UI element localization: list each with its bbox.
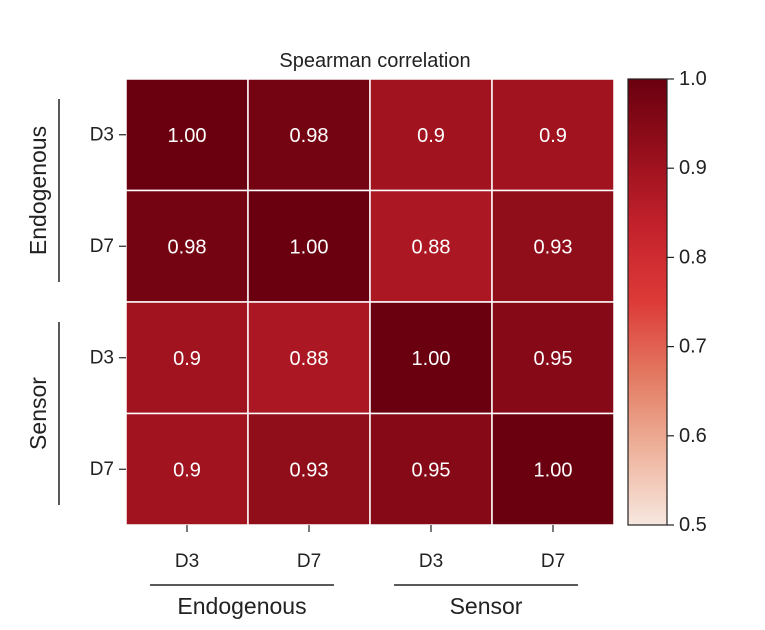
row-tick-label: D7 bbox=[90, 459, 114, 480]
cell-value-label: 0.93 bbox=[290, 459, 329, 481]
row-tick-label: D3 bbox=[90, 124, 114, 145]
cell-value-label: 0.9 bbox=[539, 125, 567, 147]
cell-value-label: 0.93 bbox=[534, 236, 573, 258]
row-tick-label: D3 bbox=[90, 347, 114, 368]
cell-value-label: 0.98 bbox=[168, 236, 207, 258]
colorbar-tick-label: 0.7 bbox=[679, 336, 707, 358]
colorbar: 1.0 0.9 0.8 0.7 0.6 0.5 bbox=[627, 68, 707, 536]
row-group-label: Sensor bbox=[25, 377, 51, 450]
row-group-label: Endogenous bbox=[25, 126, 51, 255]
cell-value-label: 1.00 bbox=[290, 236, 329, 258]
row-tick-label: D7 bbox=[90, 236, 114, 257]
colorbar-tick-label: 0.5 bbox=[679, 514, 707, 536]
cell-value-label: 0.98 bbox=[290, 125, 329, 147]
column-tick-label: D7 bbox=[541, 551, 565, 572]
heatmap-cells: 1.00 0.98 0.9 0.9 0.98 1.00 0.88 0.93 0.9 0.88 1.0… bbox=[125, 78, 615, 526]
colorbar-tick-label: 0.8 bbox=[679, 246, 707, 268]
cell-value-label: 1.00 bbox=[534, 459, 573, 481]
heatmap-cell bbox=[491, 189, 615, 303]
cell-value-label: 0.95 bbox=[534, 348, 573, 370]
heatmap-cell bbox=[125, 189, 249, 303]
heatmap-cell bbox=[125, 78, 249, 192]
heatmap-cell bbox=[491, 78, 615, 192]
heatmap-cell bbox=[247, 78, 371, 192]
cell-value-label: 0.88 bbox=[290, 348, 329, 370]
colorbar-tick-label: 1.0 bbox=[679, 68, 707, 90]
chart-title: Spearman correlation bbox=[279, 50, 470, 72]
heatmap-cell bbox=[247, 189, 371, 303]
colorbar-tick-label: 0.6 bbox=[679, 425, 707, 447]
heatmap-cell bbox=[491, 412, 615, 526]
cell-value-label: 1.00 bbox=[168, 125, 207, 147]
heatmap-cell bbox=[125, 412, 249, 526]
row-tick-labels: D3 D7 D3 D7 bbox=[90, 124, 126, 480]
cell-value-label: 0.88 bbox=[412, 236, 451, 258]
column-tick-labels: D3 D7 D3 D7 bbox=[175, 525, 565, 572]
heatmap-cell bbox=[247, 412, 371, 526]
heatmap-cell bbox=[369, 78, 493, 192]
cell-value-label: 0.9 bbox=[417, 125, 445, 147]
colorbar-gradient bbox=[627, 78, 668, 526]
cell-value-label: 0.95 bbox=[412, 459, 451, 481]
heatmap-cell bbox=[247, 301, 371, 415]
column-tick-label: D3 bbox=[419, 551, 443, 572]
column-group-label: Sensor bbox=[450, 593, 523, 619]
column-tick-label: D3 bbox=[175, 551, 199, 572]
group-labels: Endogenous Sensor Endogenous Sensor bbox=[25, 99, 578, 619]
colorbar-tick-label: 0.9 bbox=[679, 157, 707, 179]
cell-value-label: 0.9 bbox=[173, 459, 201, 481]
cell-value-label: 1.00 bbox=[412, 348, 451, 370]
column-tick-label: D7 bbox=[297, 551, 321, 572]
column-group-label: Endogenous bbox=[177, 593, 306, 619]
cell-value-label: 0.9 bbox=[173, 348, 201, 370]
heatmap-cell bbox=[491, 301, 615, 415]
